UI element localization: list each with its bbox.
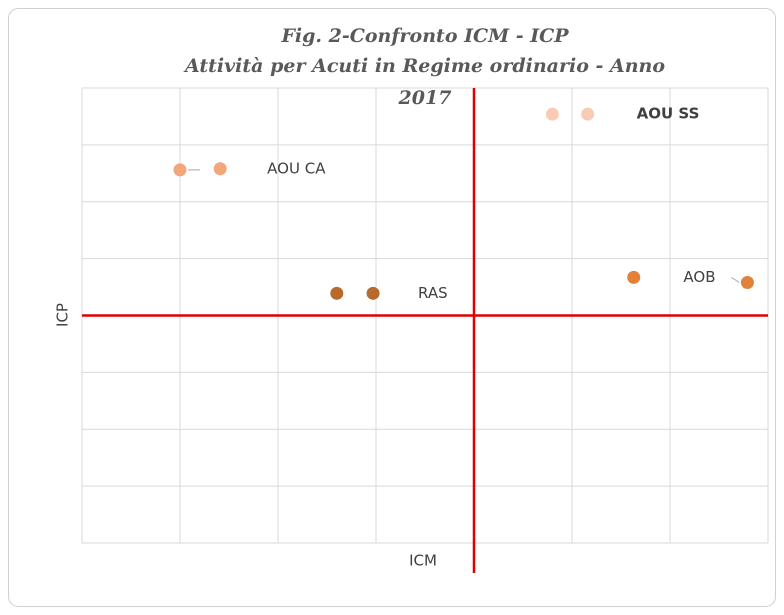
leader-line xyxy=(731,277,740,283)
point xyxy=(627,270,641,284)
data-label: RAS xyxy=(418,284,448,302)
point xyxy=(173,163,187,177)
point xyxy=(330,286,344,300)
point xyxy=(740,276,754,290)
point xyxy=(545,107,559,121)
data-label: AOU CA xyxy=(267,159,326,177)
point xyxy=(581,107,595,121)
y-axis-label: ICP xyxy=(54,303,72,327)
x-axis-label: ICM xyxy=(409,552,437,570)
point xyxy=(213,162,227,176)
chart-title: 2017 xyxy=(398,87,452,109)
data-label: AOB xyxy=(683,268,715,286)
chart-border xyxy=(8,8,776,607)
point xyxy=(366,286,380,300)
chart-title: Fig. 2-Confronto ICM - ICP xyxy=(280,25,569,47)
data-label: AOU SS xyxy=(637,105,700,123)
chart-title: Attività per Acuti in Regime ordinario -… xyxy=(183,55,665,77)
